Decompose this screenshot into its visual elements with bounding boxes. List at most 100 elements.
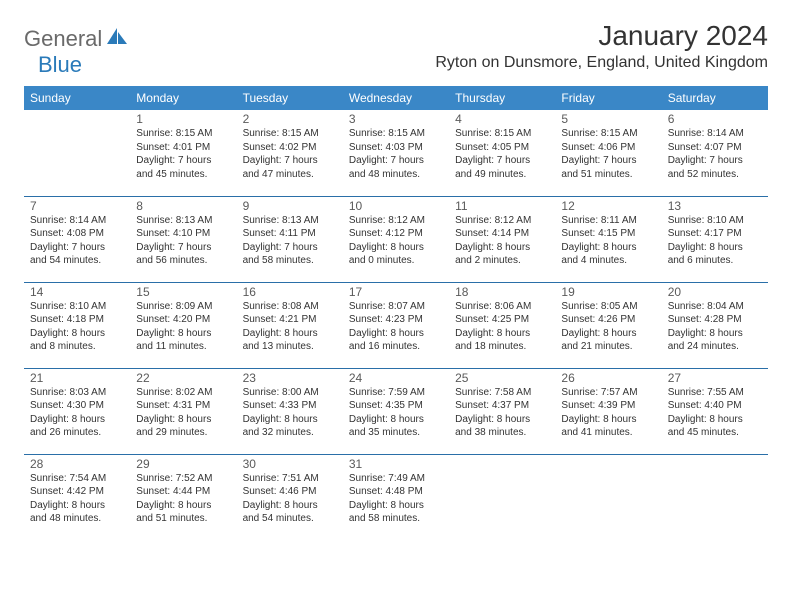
day-number: 23: [243, 371, 337, 385]
day-number: 12: [561, 199, 655, 213]
location-subtitle: Ryton on Dunsmore, England, United Kingd…: [435, 54, 768, 72]
sunset-text: Sunset: 4:21 PM: [243, 313, 337, 327]
sunset-text: Sunset: 4:03 PM: [349, 141, 443, 155]
sunrise-text: Sunrise: 7:51 AM: [243, 472, 337, 486]
weekday-header: Wednesday: [343, 86, 449, 110]
calendar-day-cell: 21Sunrise: 8:03 AMSunset: 4:30 PMDayligh…: [24, 368, 130, 454]
daylight-text: Daylight: 8 hours: [668, 241, 762, 255]
sunrise-text: Sunrise: 8:03 AM: [30, 386, 124, 400]
sunrise-text: Sunrise: 7:58 AM: [455, 386, 549, 400]
day-number: 8: [136, 199, 230, 213]
daylight-text: Daylight: 8 hours: [136, 413, 230, 427]
daylight-text: and 54 minutes.: [30, 254, 124, 268]
calendar-day-cell: [24, 110, 130, 196]
sunset-text: Sunset: 4:28 PM: [668, 313, 762, 327]
sunrise-text: Sunrise: 8:15 AM: [136, 127, 230, 141]
sunrise-text: Sunrise: 8:07 AM: [349, 300, 443, 314]
day-number: 15: [136, 285, 230, 299]
daylight-text: Daylight: 8 hours: [668, 413, 762, 427]
calendar-day-cell: 28Sunrise: 7:54 AMSunset: 4:42 PMDayligh…: [24, 454, 130, 540]
calendar-day-cell: 14Sunrise: 8:10 AMSunset: 4:18 PMDayligh…: [24, 282, 130, 368]
daylight-text: and 49 minutes.: [455, 168, 549, 182]
day-number: 2: [243, 112, 337, 126]
daylight-text: and 51 minutes.: [136, 512, 230, 526]
day-number: 28: [30, 457, 124, 471]
daylight-text: Daylight: 8 hours: [136, 327, 230, 341]
day-number: 19: [561, 285, 655, 299]
daylight-text: and 13 minutes.: [243, 340, 337, 354]
sunrise-text: Sunrise: 8:00 AM: [243, 386, 337, 400]
daylight-text: and 45 minutes.: [136, 168, 230, 182]
calendar-day-cell: 20Sunrise: 8:04 AMSunset: 4:28 PMDayligh…: [662, 282, 768, 368]
daylight-text: and 41 minutes.: [561, 426, 655, 440]
sunset-text: Sunset: 4:17 PM: [668, 227, 762, 241]
weekday-header: Thursday: [449, 86, 555, 110]
daylight-text: and 8 minutes.: [30, 340, 124, 354]
calendar-week-row: 21Sunrise: 8:03 AMSunset: 4:30 PMDayligh…: [24, 368, 768, 454]
calendar-week-row: 28Sunrise: 7:54 AMSunset: 4:42 PMDayligh…: [24, 454, 768, 540]
calendar-day-cell: 8Sunrise: 8:13 AMSunset: 4:10 PMDaylight…: [130, 196, 236, 282]
sunset-text: Sunset: 4:01 PM: [136, 141, 230, 155]
daylight-text: and 24 minutes.: [668, 340, 762, 354]
sunrise-text: Sunrise: 8:15 AM: [561, 127, 655, 141]
sunrise-text: Sunrise: 8:15 AM: [349, 127, 443, 141]
day-number: 13: [668, 199, 762, 213]
sunrise-text: Sunrise: 7:54 AM: [30, 472, 124, 486]
title-block: January 2024 Ryton on Dunsmore, England,…: [435, 20, 768, 72]
sunrise-text: Sunrise: 8:15 AM: [243, 127, 337, 141]
weekday-header: Friday: [555, 86, 661, 110]
sunrise-text: Sunrise: 7:49 AM: [349, 472, 443, 486]
sunset-text: Sunset: 4:12 PM: [349, 227, 443, 241]
daylight-text: Daylight: 7 hours: [243, 241, 337, 255]
weekday-header-row: Sunday Monday Tuesday Wednesday Thursday…: [24, 86, 768, 110]
daylight-text: Daylight: 8 hours: [455, 413, 549, 427]
daylight-text: Daylight: 7 hours: [455, 154, 549, 168]
daylight-text: and 21 minutes.: [561, 340, 655, 354]
daylight-text: Daylight: 7 hours: [349, 154, 443, 168]
sunset-text: Sunset: 4:33 PM: [243, 399, 337, 413]
day-number: 20: [668, 285, 762, 299]
daylight-text: and 58 minutes.: [243, 254, 337, 268]
day-number: 27: [668, 371, 762, 385]
sunset-text: Sunset: 4:25 PM: [455, 313, 549, 327]
calendar-day-cell: 3Sunrise: 8:15 AMSunset: 4:03 PMDaylight…: [343, 110, 449, 196]
daylight-text: Daylight: 7 hours: [243, 154, 337, 168]
month-title: January 2024: [435, 20, 768, 52]
day-number: 24: [349, 371, 443, 385]
calendar-week-row: 7Sunrise: 8:14 AMSunset: 4:08 PMDaylight…: [24, 196, 768, 282]
daylight-text: Daylight: 8 hours: [561, 327, 655, 341]
sunrise-text: Sunrise: 7:57 AM: [561, 386, 655, 400]
sunset-text: Sunset: 4:07 PM: [668, 141, 762, 155]
day-number: 10: [349, 199, 443, 213]
day-number: 5: [561, 112, 655, 126]
brand-sail-icon: [107, 28, 129, 46]
calendar-day-cell: 24Sunrise: 7:59 AMSunset: 4:35 PMDayligh…: [343, 368, 449, 454]
calendar-day-cell: 4Sunrise: 8:15 AMSunset: 4:05 PMDaylight…: [449, 110, 555, 196]
daylight-text: and 0 minutes.: [349, 254, 443, 268]
daylight-text: Daylight: 8 hours: [349, 327, 443, 341]
calendar-day-cell: 9Sunrise: 8:13 AMSunset: 4:11 PMDaylight…: [237, 196, 343, 282]
calendar-day-cell: 12Sunrise: 8:11 AMSunset: 4:15 PMDayligh…: [555, 196, 661, 282]
sunset-text: Sunset: 4:15 PM: [561, 227, 655, 241]
calendar-day-cell: 7Sunrise: 8:14 AMSunset: 4:08 PMDaylight…: [24, 196, 130, 282]
daylight-text: Daylight: 7 hours: [136, 241, 230, 255]
day-number: 1: [136, 112, 230, 126]
calendar-day-cell: 25Sunrise: 7:58 AMSunset: 4:37 PMDayligh…: [449, 368, 555, 454]
day-number: 6: [668, 112, 762, 126]
daylight-text: and 6 minutes.: [668, 254, 762, 268]
daylight-text: and 54 minutes.: [243, 512, 337, 526]
daylight-text: and 56 minutes.: [136, 254, 230, 268]
calendar-day-cell: 22Sunrise: 8:02 AMSunset: 4:31 PMDayligh…: [130, 368, 236, 454]
calendar-day-cell: [555, 454, 661, 540]
day-number: 17: [349, 285, 443, 299]
daylight-text: Daylight: 8 hours: [349, 499, 443, 513]
day-number: 21: [30, 371, 124, 385]
day-number: 22: [136, 371, 230, 385]
day-number: 4: [455, 112, 549, 126]
sunset-text: Sunset: 4:14 PM: [455, 227, 549, 241]
sunrise-text: Sunrise: 7:52 AM: [136, 472, 230, 486]
sunset-text: Sunset: 4:10 PM: [136, 227, 230, 241]
weekday-header: Monday: [130, 86, 236, 110]
daylight-text: and 35 minutes.: [349, 426, 443, 440]
brand-text-1: General: [24, 26, 102, 51]
